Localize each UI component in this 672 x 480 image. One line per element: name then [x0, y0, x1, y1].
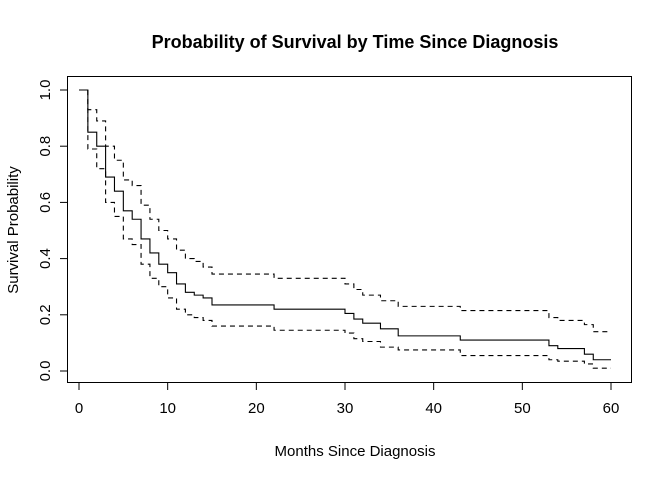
- series-layer: [79, 89, 611, 369]
- y-axis-label: Survival Probability: [5, 166, 22, 294]
- upper-confidence-line: [79, 89, 611, 333]
- x-tick-label: 40: [425, 400, 442, 417]
- y-tick-label: 0.4: [37, 248, 54, 269]
- lower-confidence-line: [79, 89, 611, 369]
- y-tick-label: 0.0: [37, 361, 54, 382]
- x-tick-label: 10: [159, 400, 176, 417]
- y-tick-label: 0.6: [37, 192, 54, 213]
- x-tick-label: 0: [75, 400, 83, 417]
- y-axis: 0.0 0.2 0.4 0.6 0.8 1.0: [37, 80, 68, 382]
- x-tick-label: 20: [248, 400, 265, 417]
- survival-estimate-line: [79, 89, 611, 361]
- y-tick-label: 0.2: [37, 304, 54, 325]
- plot-frame: [67, 76, 632, 383]
- x-tick-label: 50: [514, 400, 531, 417]
- chart-title: Probability of Survival by Time Since Di…: [152, 32, 559, 52]
- x-tick-label: 30: [337, 400, 354, 417]
- y-tick-label: 1.0: [37, 80, 54, 101]
- x-axis: 0 10 20 30 40 50 60: [75, 382, 620, 417]
- x-tick-label: 60: [603, 400, 620, 417]
- y-tick-label: 0.8: [37, 136, 54, 157]
- x-axis-label: Months Since Diagnosis: [275, 443, 436, 460]
